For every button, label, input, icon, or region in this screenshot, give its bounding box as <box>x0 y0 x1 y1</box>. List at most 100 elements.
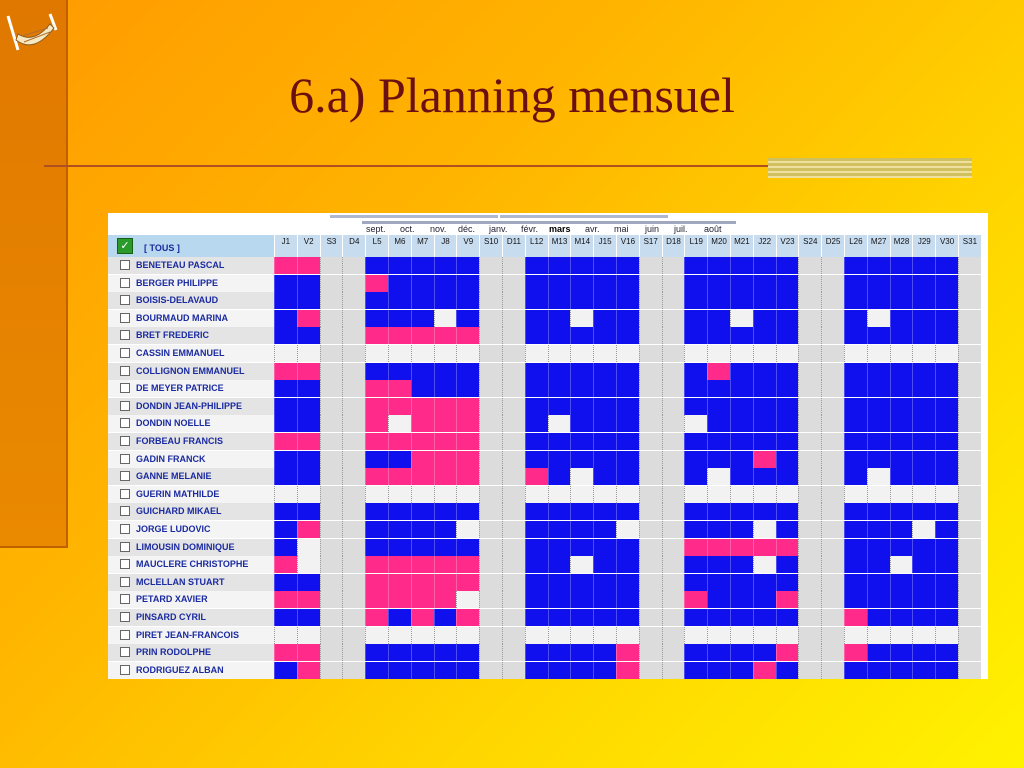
day-cell[interactable] <box>319 644 343 662</box>
day-cell[interactable] <box>524 538 548 556</box>
row-checkbox[interactable] <box>120 260 130 270</box>
day-cell[interactable] <box>388 626 411 644</box>
day-cell[interactable] <box>684 397 708 415</box>
day-cell[interactable] <box>958 485 981 503</box>
day-cell[interactable] <box>296 362 320 380</box>
day-cell[interactable] <box>707 609 730 626</box>
day-cell[interactable] <box>912 433 936 450</box>
day-cell[interactable] <box>707 257 730 274</box>
day-cell[interactable] <box>410 468 434 486</box>
day-cell[interactable] <box>844 485 867 503</box>
day-cell[interactable] <box>388 309 411 327</box>
day-cell[interactable] <box>524 573 548 591</box>
day-cell[interactable] <box>958 274 981 292</box>
day-cell[interactable] <box>502 292 525 310</box>
day-cell[interactable] <box>456 591 480 609</box>
day-cell[interactable] <box>593 538 616 556</box>
day-cell[interactable] <box>912 345 936 362</box>
day-cell[interactable] <box>410 661 434 679</box>
table-row[interactable]: BOURMAUD MARINA <box>108 309 274 327</box>
day-cell[interactable] <box>821 644 844 662</box>
day-cell[interactable] <box>365 433 388 450</box>
day-cell[interactable] <box>433 433 457 450</box>
day-cell[interactable] <box>935 538 958 556</box>
day-cell[interactable] <box>661 591 685 609</box>
day-cell[interactable] <box>707 397 730 415</box>
day-cell[interactable] <box>707 292 730 310</box>
day-cell[interactable] <box>274 591 297 609</box>
day-cell[interactable] <box>593 362 616 380</box>
day-cell[interactable] <box>616 609 639 626</box>
day-cell[interactable] <box>296 591 320 609</box>
day-cell[interactable] <box>661 521 685 538</box>
day-cell[interactable] <box>730 468 753 486</box>
day-cell[interactable] <box>319 521 343 538</box>
day-cell[interactable] <box>570 591 594 609</box>
day-cell[interactable] <box>570 397 594 415</box>
day-cell[interactable] <box>866 362 890 380</box>
day-cell[interactable] <box>638 485 662 503</box>
day-cell[interactable] <box>502 309 525 327</box>
day-cell[interactable] <box>752 345 776 362</box>
day-cell[interactable] <box>593 573 616 591</box>
day-cell[interactable] <box>775 468 799 486</box>
day-cell[interactable] <box>570 644 594 662</box>
day-cell[interactable] <box>821 485 844 503</box>
table-row[interactable]: MAUCLERE CHRISTOPHE <box>108 556 274 574</box>
day-cell[interactable] <box>775 644 799 662</box>
day-cell[interactable] <box>456 345 480 362</box>
day-cell[interactable] <box>502 609 525 626</box>
day-cell[interactable] <box>889 257 913 274</box>
day-cell[interactable] <box>661 345 685 362</box>
day-cell[interactable] <box>730 450 753 468</box>
day-cell[interactable] <box>798 644 822 662</box>
day-cell[interactable] <box>388 521 411 538</box>
day-cell[interactable] <box>388 415 411 433</box>
day-cell[interactable] <box>388 644 411 662</box>
day-cell[interactable] <box>570 362 594 380</box>
day-cell[interactable] <box>661 609 685 626</box>
day-cell[interactable] <box>547 433 571 450</box>
day-cell[interactable] <box>274 644 297 662</box>
day-cell[interactable] <box>296 309 320 327</box>
day-cell[interactable] <box>958 538 981 556</box>
day-cell[interactable] <box>502 644 525 662</box>
day-cell[interactable] <box>638 556 662 574</box>
day-cell[interactable] <box>866 644 890 662</box>
day-cell[interactable] <box>844 521 867 538</box>
day-cell[interactable] <box>365 468 388 486</box>
day-cell[interactable] <box>775 626 799 644</box>
day-cell[interactable] <box>935 327 958 345</box>
month-tab-6[interactable]: mars <box>549 224 571 234</box>
day-cell[interactable] <box>638 468 662 486</box>
day-cell[interactable] <box>319 415 343 433</box>
day-cell[interactable] <box>889 327 913 345</box>
table-row[interactable]: GANNE MELANIE <box>108 468 274 486</box>
table-row[interactable]: BERGER PHILIPPE <box>108 274 274 292</box>
day-cell[interactable] <box>319 362 343 380</box>
day-cell[interactable] <box>707 485 730 503</box>
day-cell[interactable] <box>730 538 753 556</box>
day-cell[interactable] <box>296 644 320 662</box>
day-cell[interactable] <box>456 573 480 591</box>
day-cell[interactable] <box>684 468 708 486</box>
day-cell[interactable] <box>547 661 571 679</box>
day-cell[interactable] <box>570 661 594 679</box>
row-checkbox[interactable] <box>120 647 130 658</box>
day-cell[interactable] <box>684 591 708 609</box>
day-cell[interactable] <box>638 274 662 292</box>
day-cell[interactable] <box>821 556 844 574</box>
day-cell[interactable] <box>684 538 708 556</box>
day-cell[interactable] <box>638 433 662 450</box>
day-cell[interactable] <box>502 573 525 591</box>
day-cell[interactable] <box>798 468 822 486</box>
day-cell[interactable] <box>821 292 844 310</box>
row-checkbox[interactable] <box>120 576 130 587</box>
day-cell[interactable] <box>638 573 662 591</box>
day-cell[interactable] <box>866 345 890 362</box>
day-cell[interactable] <box>456 661 480 679</box>
day-cell[interactable] <box>456 433 480 450</box>
day-cell[interactable] <box>935 380 958 398</box>
day-cell[interactable] <box>433 327 457 345</box>
day-cell[interactable] <box>433 591 457 609</box>
